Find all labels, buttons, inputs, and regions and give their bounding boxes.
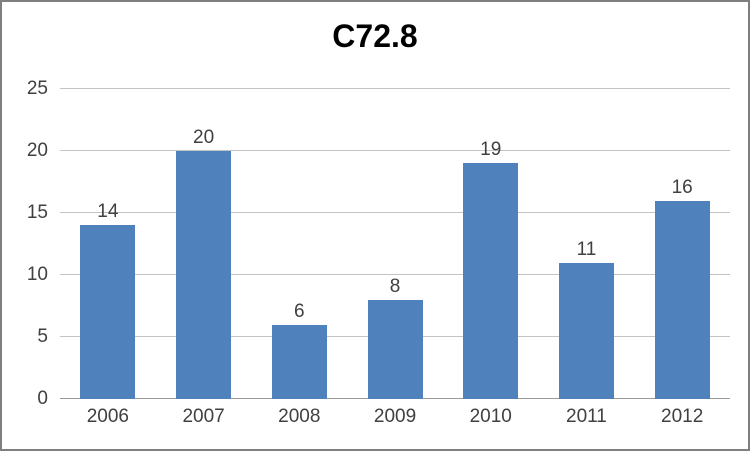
x-tick-label: 2006: [86, 406, 129, 427]
bar-value-label: 19: [480, 139, 502, 161]
bar-slot: 16: [634, 89, 730, 399]
y-tick-label: 15: [26, 202, 48, 223]
bar-value-label: 8: [389, 275, 401, 297]
chart-title: C72.8: [332, 18, 418, 54]
x-tick-label: 2007: [182, 406, 225, 427]
bar-slot: 8: [347, 89, 443, 399]
bar: [654, 200, 710, 399]
bar-value-label: 16: [671, 176, 693, 198]
y-tick-label: 10: [26, 264, 48, 285]
gridline: [60, 212, 730, 213]
bar-slot: 20: [156, 89, 252, 399]
x-tick-label: 2008: [278, 406, 321, 427]
gridline: [60, 274, 730, 275]
bar-value-label: 11: [576, 238, 597, 260]
y-tick-label: 5: [37, 326, 48, 347]
gridline: [60, 150, 730, 151]
x-tick-label: 2009: [373, 406, 417, 427]
bar-slot: 6: [251, 89, 347, 399]
y-tick-label: 0: [37, 388, 48, 409]
bar: [463, 163, 519, 399]
bar-value-label: 20: [193, 127, 215, 148]
x-tick-label: 2011: [566, 406, 607, 427]
bar: [176, 151, 232, 399]
bar: [367, 299, 423, 399]
bar-value-label: 14: [97, 201, 119, 223]
bar: [80, 225, 136, 399]
gridline: [60, 88, 730, 89]
bar: [558, 262, 614, 399]
x-axis-labels: 2006 2007 2008 2009 2010 2011 2012: [60, 406, 730, 428]
bar-value-label: 6: [294, 300, 305, 322]
bar: [271, 324, 327, 399]
plot-area: 14 20 6 8 19 11 16: [60, 88, 730, 399]
y-tick-label: 25: [26, 78, 48, 99]
x-tick-label: 2012: [661, 406, 704, 427]
y-tick-label: 20: [26, 140, 48, 161]
bar-series: 14 20 6 8 19 11 16: [60, 89, 730, 399]
x-tick-label: 2010: [469, 406, 512, 427]
bar-slot: 19: [443, 89, 539, 399]
bar-slot: 11: [539, 89, 635, 399]
bar-slot: 14: [60, 89, 156, 399]
